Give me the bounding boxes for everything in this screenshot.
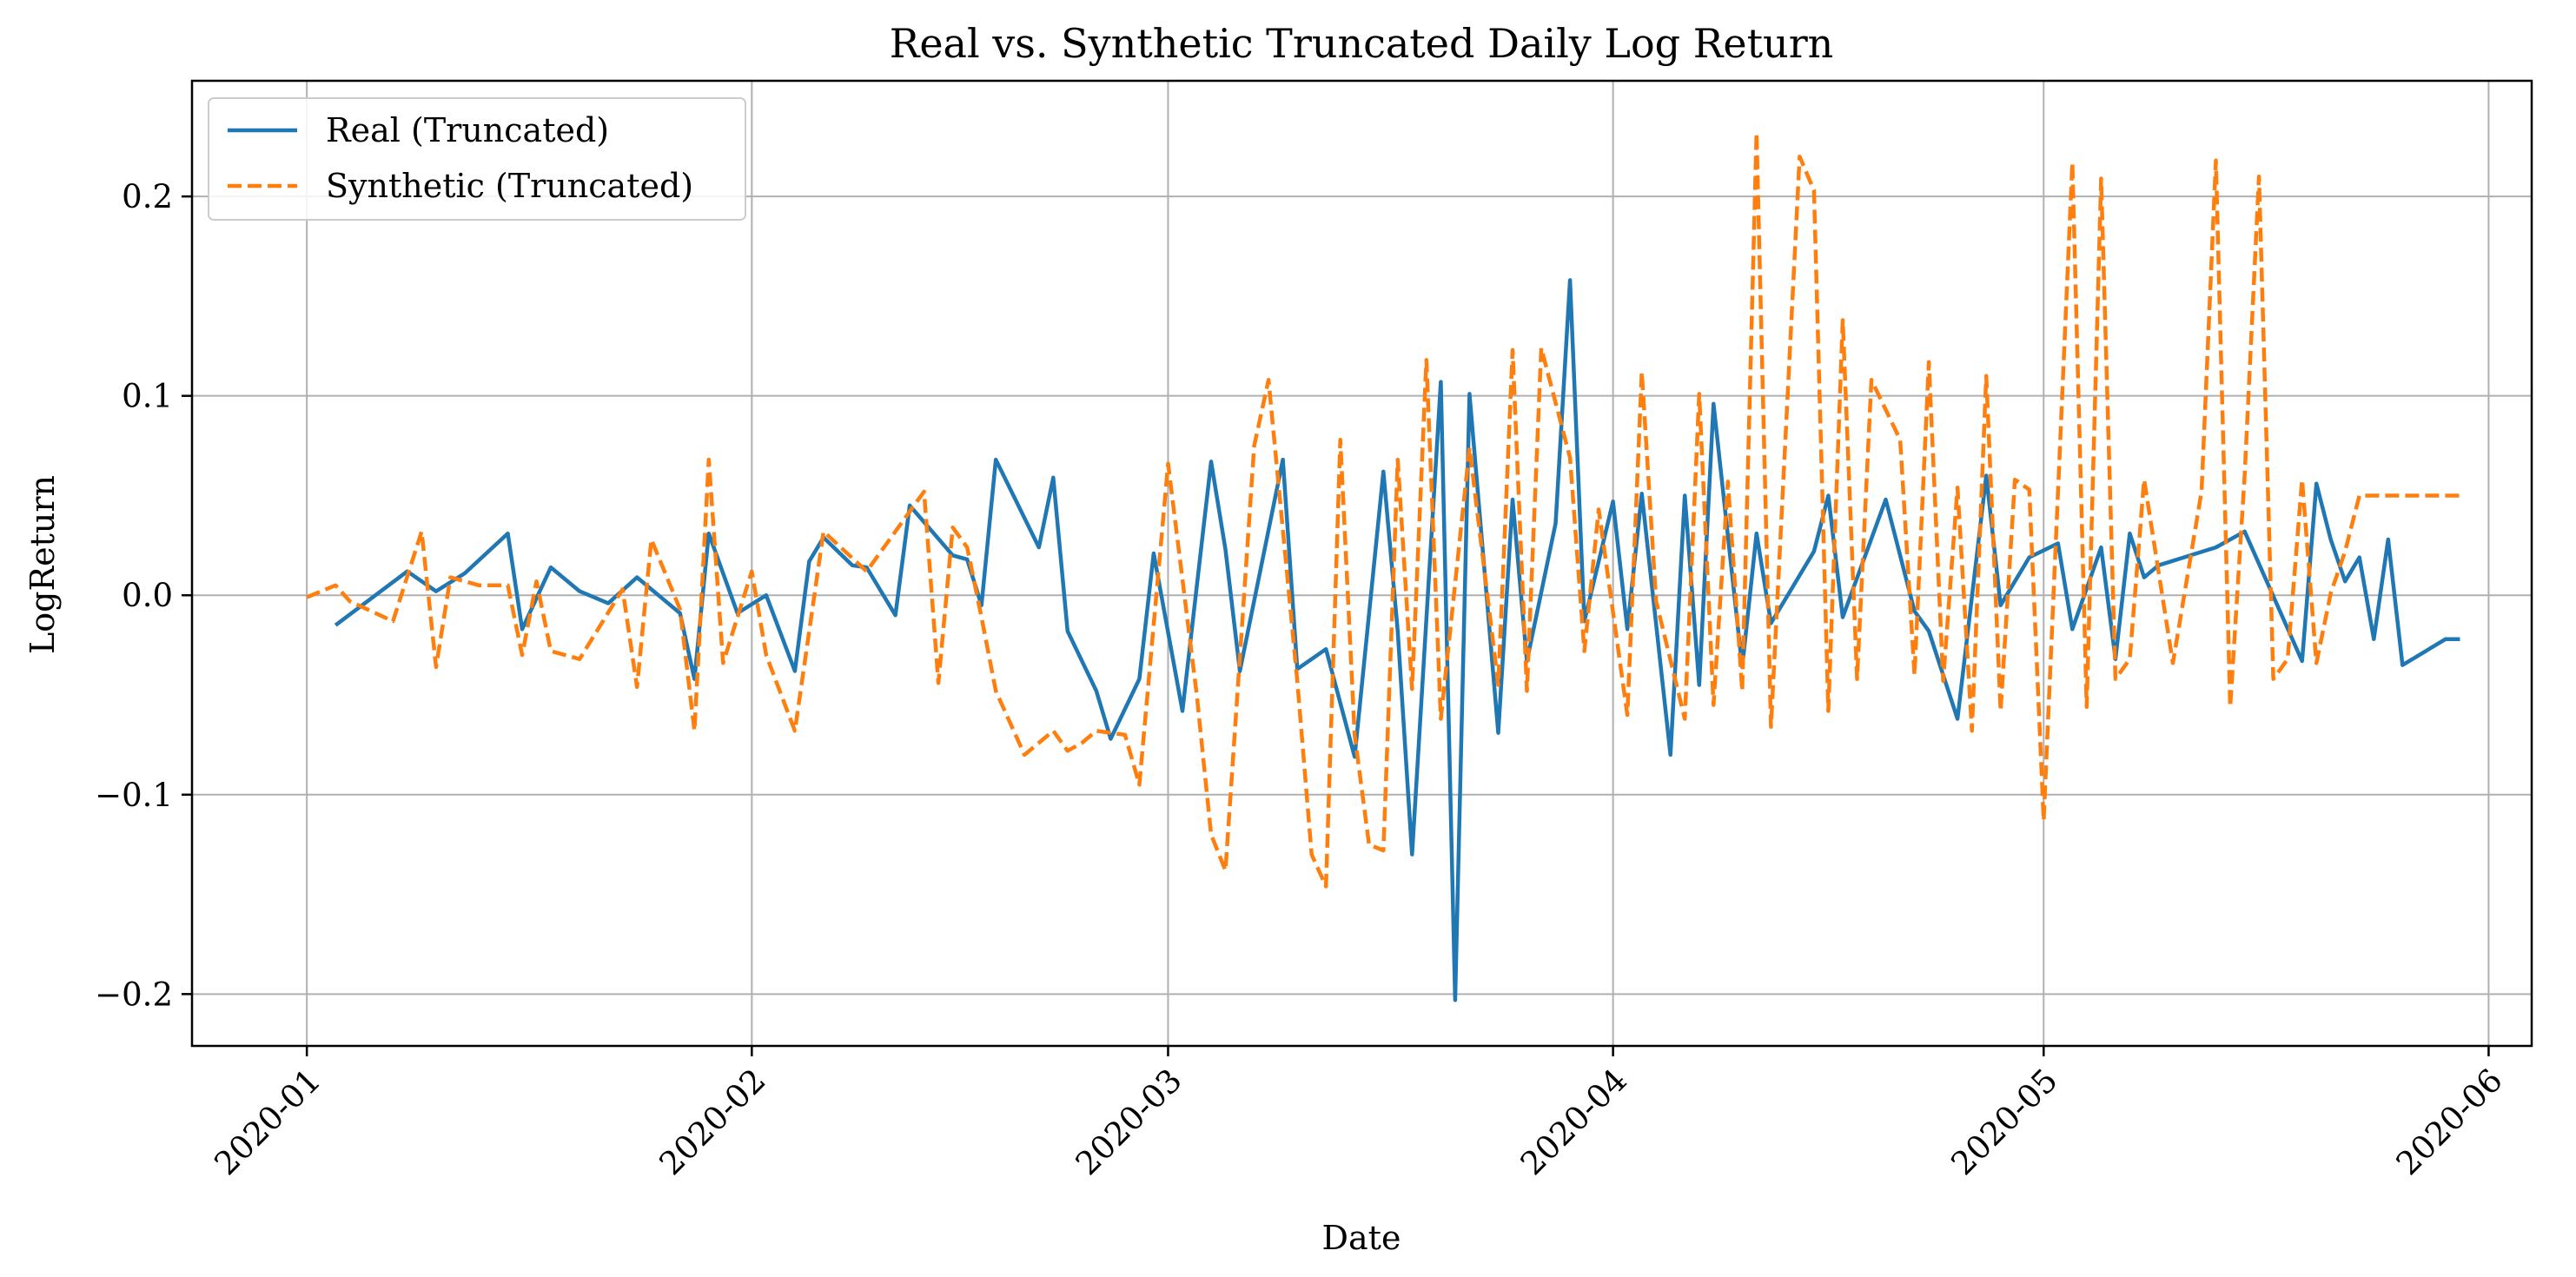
legend-box (208, 97, 746, 221)
chart-title: Real vs. Synthetic Truncated Daily Log R… (890, 20, 1834, 67)
series-layer (306, 130, 2460, 1002)
series-line-synthetic (306, 130, 2460, 889)
y-tick-label: 0.2 (122, 178, 173, 215)
series-line-real (334, 278, 2460, 1002)
y-tick-label: −0.1 (95, 777, 173, 814)
y-tick-label: −0.2 (95, 976, 173, 1013)
plot-frame (190, 79, 2533, 1048)
legend-label-real: Real (Truncated) (326, 111, 609, 149)
legend: Real (Truncated) Synthetic (Truncated) (208, 97, 746, 221)
legend-label-synthetic: Synthetic (Truncated) (326, 167, 693, 205)
y-axis-label: LogReturn (23, 475, 62, 654)
x-axis-label: Date (1322, 1219, 1401, 1257)
y-tick-label: 0.0 (122, 577, 173, 614)
y-tick-label: 0.1 (122, 378, 173, 415)
